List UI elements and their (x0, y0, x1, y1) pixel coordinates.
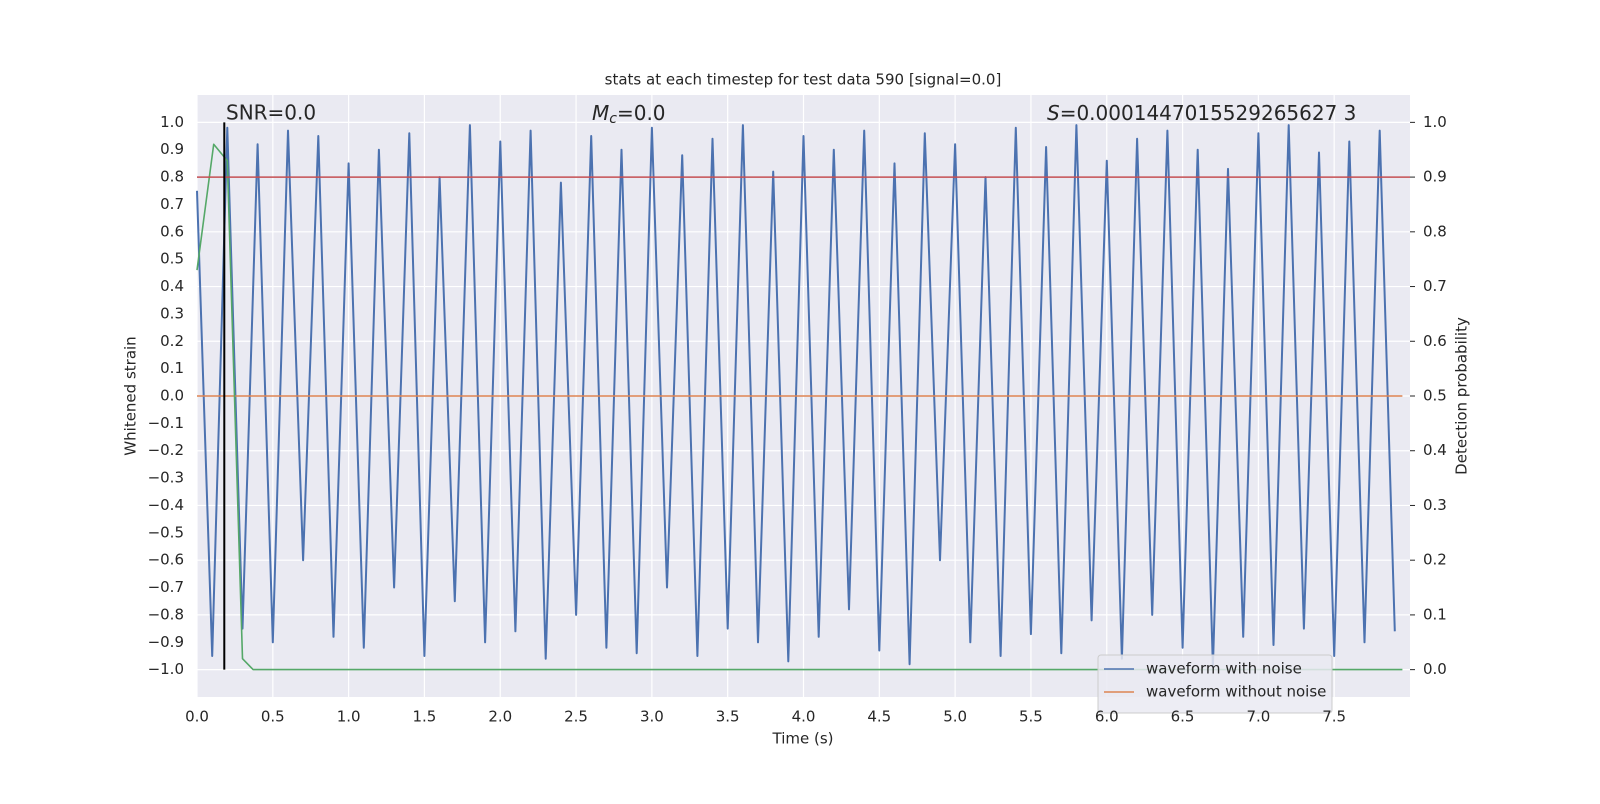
x-tick-label: 7.5 (1322, 708, 1346, 726)
y2-tick-label: 0.6 (1423, 332, 1447, 350)
y-tick-label: 0.9 (160, 140, 184, 158)
x-tick-label: 1.5 (413, 708, 437, 726)
annotation-text: =0.0001447015529265627 3 (1060, 101, 1357, 125)
y-tick-label: −0.1 (148, 414, 184, 432)
x-tick-label: 0.5 (261, 708, 285, 726)
annotation-symbol: S (1047, 101, 1060, 125)
y-tick-label: −0.5 (148, 523, 184, 541)
y-tick-label: −0.2 (148, 441, 184, 459)
y2-tick-label: 0.4 (1423, 441, 1447, 459)
y-tick-label: 0.2 (160, 332, 184, 350)
x-axis-label: Time (s) (772, 730, 834, 748)
x-tick-label: 2.5 (564, 708, 588, 726)
x-tick-label: 4.0 (792, 708, 816, 726)
y-tick-label: −0.6 (148, 551, 184, 569)
y-tick-label: 0.3 (160, 304, 184, 322)
x-tick-label: 3.5 (716, 708, 740, 726)
x-tick-label: 7.0 (1246, 708, 1270, 726)
y2-tick-label: 0.5 (1423, 387, 1447, 405)
annotation: S=0.0001447015529265627 3 (1047, 101, 1356, 125)
x-tick-label: 6.5 (1171, 708, 1195, 726)
annotation: Mc=0.0 (592, 101, 666, 128)
series-line (196, 143, 1403, 671)
y-tick-label: 0.0 (160, 387, 184, 405)
y2-tick-label: 0.9 (1423, 168, 1447, 186)
y-tick-label: −0.4 (148, 496, 184, 514)
legend-label: waveform with noise (1146, 660, 1302, 678)
annotation: SNR=0.0 (226, 101, 316, 125)
y-axis-label: Whitened strain (122, 336, 140, 455)
annotation-text: =0.0 (617, 101, 666, 125)
x-tick-label: 6.0 (1095, 708, 1119, 726)
x-tick-label: 5.0 (943, 708, 967, 726)
y-tick-label: −0.7 (148, 578, 184, 596)
x-tick-label: 3.0 (640, 708, 664, 726)
y-tick-label: −1.0 (148, 660, 184, 678)
y2-tick-label: 0.8 (1423, 222, 1447, 240)
y-tick-label: 0.6 (160, 222, 184, 240)
y-tick-label: 0.7 (160, 195, 184, 213)
y2-tick-label: 1.0 (1423, 113, 1447, 131)
x-tick-label: 1.0 (337, 708, 361, 726)
y-tick-label: 0.1 (160, 359, 184, 377)
y2-tick-label: 0.1 (1423, 605, 1447, 623)
x-tick-label: 0.0 (185, 708, 209, 726)
x-tick-label: 4.5 (867, 708, 891, 726)
y-tick-label: −0.8 (148, 605, 184, 623)
y-tick-label: 0.4 (160, 277, 184, 295)
legend-label: waveform without noise (1146, 683, 1326, 701)
y-tick-label: −0.9 (148, 633, 184, 651)
y2-axis-label: Detection probability (1453, 317, 1471, 475)
x-tick-label: 2.0 (488, 708, 512, 726)
y2-tick-label: 0.7 (1423, 277, 1447, 295)
annotation-subscript: c (609, 111, 617, 127)
legend-box (1097, 654, 1333, 714)
x-tick-label: 5.5 (1019, 708, 1043, 726)
y2-tick-label: 0.2 (1423, 551, 1447, 569)
series-line (196, 124, 1396, 668)
y2-tick-label: 0.3 (1423, 496, 1447, 514)
annotation-symbol: M (592, 101, 609, 125)
y-tick-label: 0.8 (160, 168, 184, 186)
y-tick-label: 1.0 (160, 113, 184, 131)
y-tick-label: 0.5 (160, 250, 184, 268)
chart-title: stats at each timestep for test data 590… (605, 71, 1002, 89)
y-tick-label: −0.3 (148, 469, 184, 487)
y2-tick-label: 0.0 (1423, 660, 1447, 678)
